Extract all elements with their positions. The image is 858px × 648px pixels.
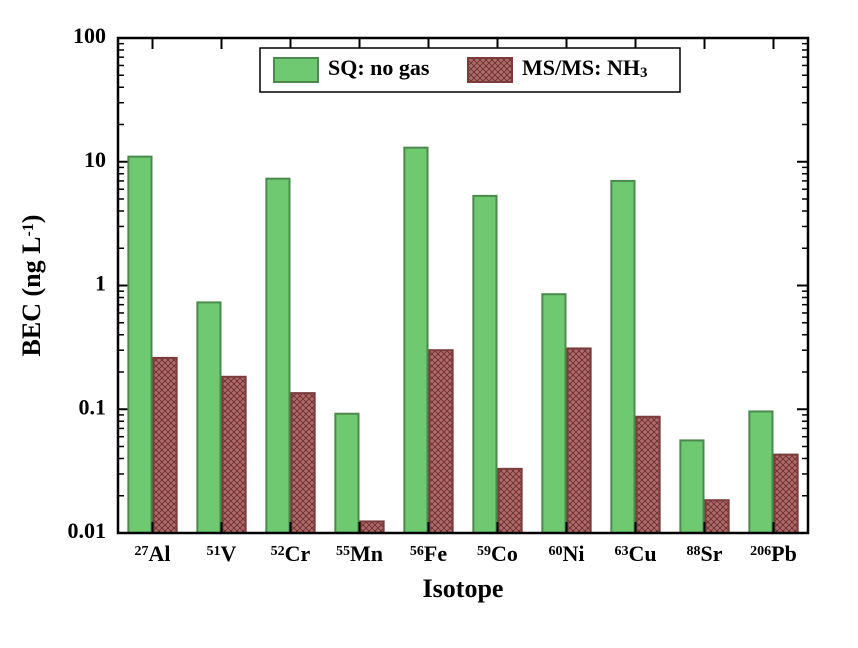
x-tick-label: 60Ni (549, 541, 585, 566)
y-axis-title: BEC (ng L-1) (17, 215, 46, 357)
bar-sq (749, 411, 772, 533)
x-tick-label: 27Al (135, 541, 171, 566)
x-tick-label: 55Mn (336, 541, 383, 566)
y-tick-label: 1 (95, 271, 106, 296)
bar-sq (266, 179, 289, 533)
bar-sq (335, 414, 358, 533)
x-tick-label: 56Fe (410, 541, 447, 566)
x-tick-label: 52Cr (271, 541, 311, 566)
legend-swatch-sq (274, 58, 318, 82)
x-tick-label: 63Cu (614, 541, 656, 566)
bar-sq (128, 157, 151, 533)
bar-msms (430, 350, 453, 533)
bar-msms (499, 469, 522, 533)
y-tick-label: 10 (84, 147, 106, 172)
bar-sq (542, 294, 565, 533)
bar-sq (197, 302, 220, 533)
bar-sq (611, 181, 634, 533)
bar-sq (404, 148, 427, 533)
x-tick-label: 206Pb (750, 541, 797, 566)
y-tick-label: 0.1 (79, 394, 107, 419)
chart-svg: 0.01 0.1 1 10 100 27Al 51V 52Cr 55Mn 56Fe 59Co 60Ni… (0, 0, 858, 648)
bar-msms (292, 393, 315, 533)
y-tick-label: 100 (73, 23, 106, 48)
bar-msms (154, 358, 177, 533)
bar-msms (637, 417, 660, 533)
legend-swatch-msms (468, 58, 512, 82)
bar-msms (706, 500, 729, 533)
x-tick-label: 59Co (477, 541, 518, 566)
x-tick-label: 51V (207, 541, 237, 566)
bar-msms (568, 348, 591, 533)
legend-label-sq: SQ: no gas (328, 55, 430, 80)
legend-label-msms: MS/MS: NH3 (522, 55, 647, 81)
x-axis-title: Isotope (423, 574, 504, 603)
bar-msms (361, 521, 384, 533)
bar-sq (473, 196, 496, 533)
x-tick-label: 88Sr (687, 541, 723, 566)
bar-sq (680, 440, 703, 533)
bec-isotope-chart: 0.01 0.1 1 10 100 27Al 51V 52Cr 55Mn 56Fe 59Co 60Ni… (0, 0, 858, 648)
y-tick-label: 0.01 (68, 518, 107, 543)
bar-msms (223, 377, 246, 533)
bar-msms (775, 455, 798, 533)
